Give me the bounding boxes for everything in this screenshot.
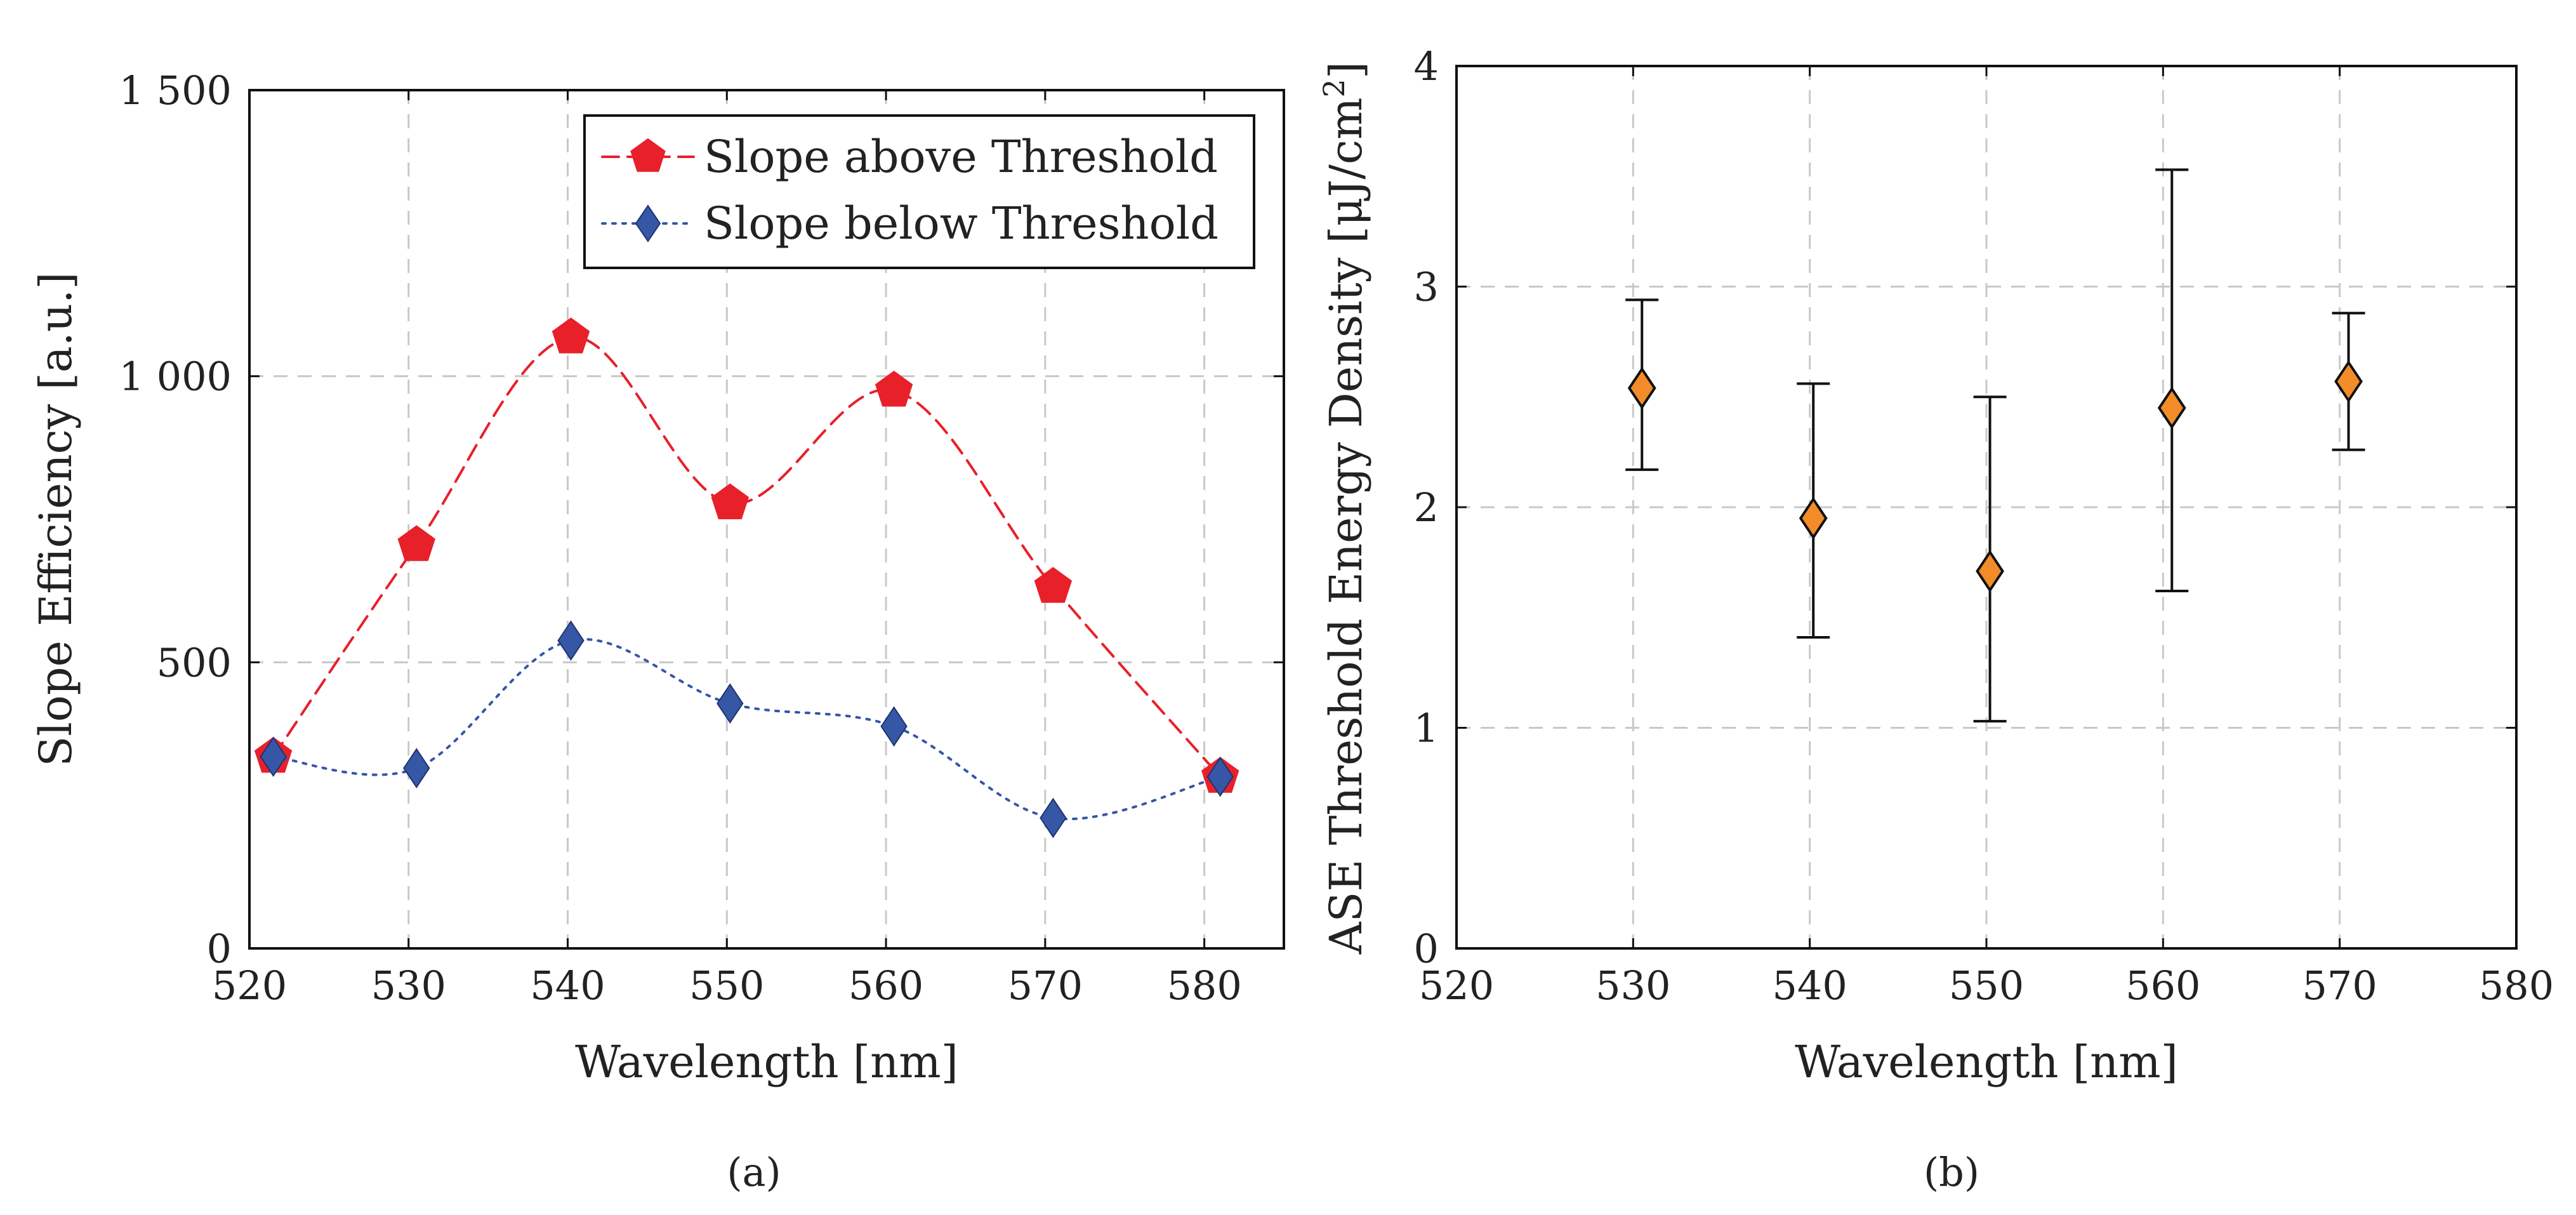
data-point-below-threshold xyxy=(1206,756,1234,797)
y-tick-label: 2 xyxy=(1414,484,1439,531)
legend-label: Slope above Threshold xyxy=(704,131,1218,183)
data-point-below-threshold xyxy=(260,736,287,777)
legend-label: Slope below Threshold xyxy=(704,197,1219,249)
x-tick-label: 520 xyxy=(212,962,287,1009)
data-point-above-threshold xyxy=(711,483,750,519)
data-point-ase-threshold xyxy=(2157,387,2186,430)
panel-a-legend: Slope above Threshold Slope below Thresho… xyxy=(583,114,1255,269)
x-tick-label: 530 xyxy=(371,962,446,1009)
panel-b-x-axis-title: Wavelength [nm] xyxy=(1795,1036,2178,1088)
x-tick-label: 530 xyxy=(1595,962,1670,1009)
y-tick-label: 500 xyxy=(157,639,232,686)
data-point-ase-threshold xyxy=(1976,550,2004,593)
data-point-below-threshold xyxy=(1040,797,1067,839)
data-point-above-threshold xyxy=(875,370,913,407)
y-tick-label: 0 xyxy=(207,926,232,972)
y-tick-label: 4 xyxy=(1414,43,1439,90)
panel-b-series xyxy=(1625,168,2365,723)
x-tick-label: 560 xyxy=(2125,962,2200,1009)
panel-a-y-axis-title: Slope Efficiency [a.u.] xyxy=(30,272,82,766)
panel-a-ticks: 520 530 540 550 560 570 580 0 500 1 000 1 500 xyxy=(119,67,1284,1009)
panel-b-ticks: 520 530 540 550 560 570 580 0 1 2 3 4 xyxy=(1414,43,2554,1009)
data-point-ase-threshold xyxy=(2334,360,2363,403)
panel-a-series xyxy=(254,317,1239,839)
panel-b-y-axis-title-main: ASE Threshold Energy Density [μJ/cm xyxy=(1320,97,1372,955)
data-point-ase-threshold xyxy=(1627,366,1656,409)
panel-b-label: (b) xyxy=(1924,1149,1979,1195)
y-tick-label: 1 000 xyxy=(119,354,232,400)
data-point-above-threshold xyxy=(552,317,590,354)
data-point-ase-threshold xyxy=(1799,496,1828,540)
legend-marker-diamond xyxy=(635,204,661,242)
x-tick-label: 540 xyxy=(530,962,605,1009)
panel-a-x-axis-title: Wavelength [nm] xyxy=(575,1036,958,1088)
data-point-below-threshold xyxy=(403,748,430,788)
panel-b-y-axis-title-superscript: 2 xyxy=(1317,79,1351,97)
data-point-below-threshold xyxy=(880,706,908,747)
y-tick-label: 0 xyxy=(1414,926,1439,972)
panel-a-plot-frame xyxy=(248,89,1285,950)
legend-marker-pentagon xyxy=(630,138,666,172)
panel-a-grid xyxy=(249,90,1284,948)
y-tick-label: 1 xyxy=(1414,705,1439,752)
x-tick-label: 550 xyxy=(689,962,764,1009)
x-tick-label: 570 xyxy=(1008,962,1083,1009)
x-tick-label: 580 xyxy=(2479,962,2554,1009)
y-tick-label: 3 xyxy=(1414,264,1439,310)
legend-box xyxy=(583,114,1255,269)
x-tick-label: 570 xyxy=(2302,962,2377,1009)
data-point-below-threshold xyxy=(557,620,585,661)
x-tick-label: 520 xyxy=(1419,962,1494,1009)
data-point-above-threshold xyxy=(1034,567,1073,603)
data-point-below-threshold xyxy=(717,683,744,724)
panel-a-slope-efficiency-chart: 520 530 540 550 560 570 580 0 500 1 000 1 500 Wave… xyxy=(30,67,1285,1195)
x-tick-label: 560 xyxy=(849,962,923,1009)
x-tick-label: 550 xyxy=(1949,962,2024,1009)
panel-b-ase-threshold-chart: 520 530 540 550 560 570 580 0 1 2 3 4 Wavelength [n… xyxy=(1317,43,2554,1195)
panel-b-y-axis-title: ASE Threshold Energy Density [μJ/cm2] xyxy=(1317,62,1372,955)
data-point-above-threshold xyxy=(397,525,435,561)
x-tick-label: 580 xyxy=(1166,962,1241,1009)
panel-b-y-axis-title-suffix: ] xyxy=(1320,62,1372,79)
y-tick-label: 1 500 xyxy=(119,67,232,114)
panel-a-label: (a) xyxy=(727,1149,781,1195)
x-tick-label: 540 xyxy=(1772,962,1847,1009)
